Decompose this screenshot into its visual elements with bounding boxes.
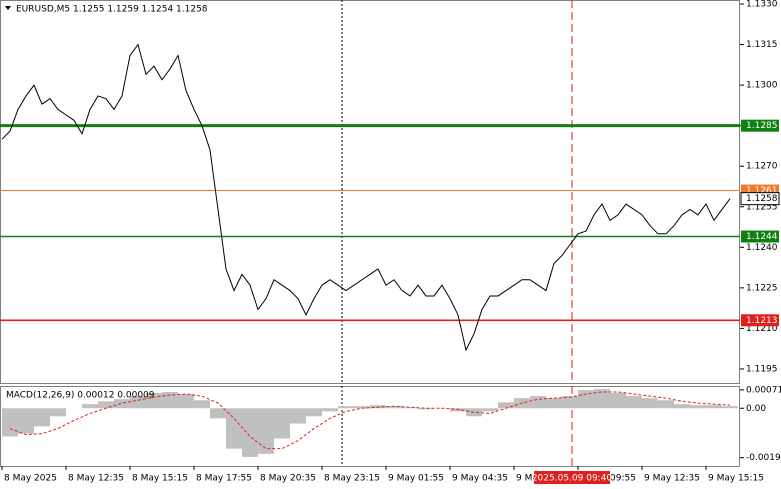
x-tick-label: 8 May 17:55 (196, 474, 252, 484)
cursor-label-box (534, 471, 610, 484)
macd-bar (98, 401, 114, 409)
macd-bar (546, 398, 562, 409)
macd-bar (354, 406, 370, 409)
y2-tick-label: 0.00 (746, 404, 766, 414)
macd-bar (578, 390, 594, 409)
x-tick-label: 8 May 15:15 (132, 474, 188, 484)
x-tick-label: 8 May 20:35 (260, 474, 316, 484)
macd-bar (450, 408, 466, 412)
macd-bar (242, 408, 258, 457)
macd-bar (402, 407, 418, 409)
y-tick-label: 1.1300 (746, 81, 778, 91)
macd-bar (18, 408, 34, 434)
macd-bar (562, 396, 578, 409)
macd-bar (258, 408, 274, 454)
y-tick-label: 1.1240 (746, 243, 778, 253)
price-line (1, 43, 731, 352)
level-label: 1.1261 (746, 186, 778, 196)
x-tick-label: 8 May 23:15 (324, 474, 380, 484)
macd-bar (130, 396, 146, 409)
macd-bar (226, 408, 242, 449)
macd-bar (82, 404, 98, 409)
last-price-box (740, 192, 780, 206)
macd-bar (162, 391, 178, 409)
macd-bar (706, 405, 722, 409)
macd-title: MACD(12,26,9) 0.00012 0.00009 (6, 391, 155, 401)
macd-bar (610, 392, 626, 409)
macd-signal-line (9, 391, 731, 450)
level-label: 1.1285 (746, 121, 778, 131)
level-label: 1.1244 (746, 232, 778, 242)
menu-icon (5, 6, 11, 10)
macd-bar (418, 408, 434, 410)
macd-bar (370, 405, 386, 409)
y-tick-label: 1.1225 (746, 283, 778, 293)
macd-bar (178, 394, 194, 409)
level-label: 1.1213 (746, 316, 778, 326)
x-tick-label: 9 May 01:55 (388, 474, 444, 484)
x-tick-label: 8 May 12:35 (68, 474, 124, 484)
macd-bar (322, 408, 338, 412)
macd-bar (594, 389, 610, 409)
macd-bar (386, 406, 402, 409)
macd-bar (722, 406, 738, 409)
y-tick-label: 1.1270 (746, 162, 778, 172)
x-tick-label: 9 May 04:35 (452, 474, 508, 484)
x-tick-label: 9 May 15:15 (708, 474, 764, 484)
macd-bar (642, 398, 658, 409)
y-tick-label: 1.1315 (746, 40, 778, 50)
y-tick-label: 1.1255 (746, 202, 778, 212)
macd-bar (530, 396, 546, 409)
macd-panel-frame (0, 386, 740, 467)
macd-bar (338, 406, 354, 409)
macd-bar (306, 408, 322, 417)
macd-bar (498, 402, 514, 409)
chart-title: EURUSD,M5 1.1255 1.1259 1.1254 1.1258 (16, 5, 208, 15)
macd-bar (626, 396, 642, 409)
level-label-box (741, 314, 779, 327)
macd-bar (690, 405, 706, 409)
main-panel-frame (0, 0, 740, 384)
macd-bar (2, 408, 18, 437)
macd-bar (210, 408, 226, 419)
level-label-box (741, 119, 779, 132)
macd-bar (482, 408, 498, 412)
macd-bar (34, 408, 50, 427)
macd-bar (50, 408, 66, 417)
level-label-box (741, 230, 779, 243)
x-tick-label: 9 May 12:35 (644, 474, 700, 484)
macd-bar (274, 408, 290, 439)
x-tick-label: 8 May 2025 (4, 474, 57, 484)
y-tick-label: 1.1195 (746, 364, 778, 374)
y-tick-label: 1.1210 (746, 324, 778, 334)
y-tick-label: 1.1330 (746, 0, 778, 10)
macd-bar (194, 400, 210, 409)
macd-bar (114, 399, 130, 409)
y2-tick-label: -0.00191 (746, 453, 781, 463)
last-price-label: 1.1258 (746, 194, 778, 204)
macd-bar (674, 404, 690, 409)
cursor-label: 2025.05.09 09:40 (532, 474, 613, 484)
y2-tick-label: 0.00071 (746, 385, 781, 395)
macd-bar (290, 408, 306, 424)
macd-bar (658, 400, 674, 409)
